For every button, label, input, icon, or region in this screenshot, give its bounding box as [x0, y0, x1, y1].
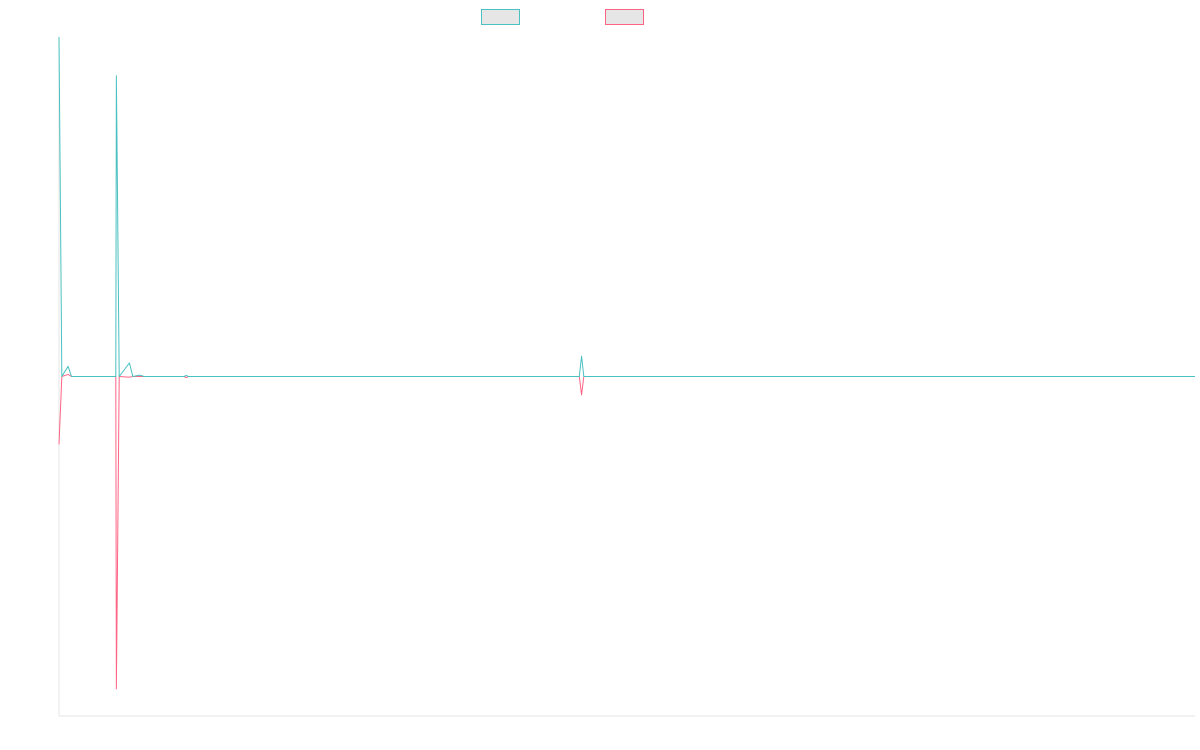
chart-axes [58, 37, 1195, 717]
series-line-2 [58, 373, 1195, 690]
plot-area [58, 36, 1195, 690]
legend-swatch-series-1[interactable] [481, 9, 520, 25]
legend-swatch-series-2[interactable] [605, 9, 644, 25]
series-line-1 [58, 36, 1195, 377]
